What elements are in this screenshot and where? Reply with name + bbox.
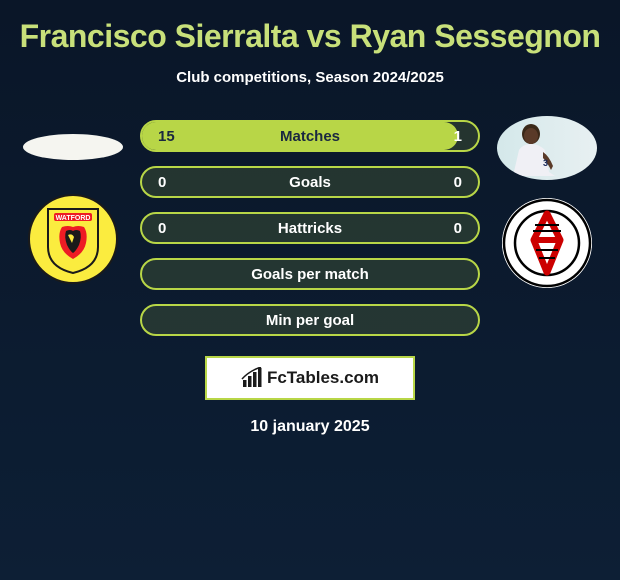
- comparison-container: Francisco Sierralta vs Ryan Sessegnon Cl…: [0, 0, 620, 446]
- bar-chart-icon: [241, 367, 263, 389]
- left-club-crest: WATFORD: [28, 194, 118, 284]
- right-player-photo: 3: [497, 116, 597, 180]
- stats-column: 15 Matches 1 0 Goals 0 0 Hattricks 0 Goa…: [140, 120, 480, 336]
- svg-text:WATFORD: WATFORD: [56, 215, 91, 222]
- page-title: Francisco Sierralta vs Ryan Sessegnon: [0, 18, 620, 55]
- stat-label-goals: Goals: [289, 174, 331, 191]
- stat-label-hattricks: Hattricks: [278, 220, 342, 237]
- date-label: 10 january 2025: [0, 418, 620, 436]
- stat-label-mpg: Min per goal: [266, 312, 354, 329]
- svg-text:3: 3: [543, 158, 548, 168]
- comparison-row: WATFORD 15 Matches 1: [0, 116, 620, 336]
- logo-text: FcTables.com: [267, 368, 379, 388]
- stat-bar-gpm: Goals per match: [140, 258, 480, 290]
- player-silhouette-icon: 3: [509, 122, 559, 177]
- source-logo[interactable]: FcTables.com: [205, 356, 415, 400]
- left-player-photo: [23, 134, 123, 160]
- right-club-crest: [502, 198, 592, 288]
- subtitle: Club competitions, Season 2024/2025: [0, 69, 620, 86]
- stat-bar-matches: 15 Matches 1: [140, 120, 480, 152]
- stat-right-goals: 0: [454, 174, 462, 191]
- stat-bar-goals: 0 Goals 0: [140, 166, 480, 198]
- stat-bar-hattricks: 0 Hattricks 0: [140, 212, 480, 244]
- left-player-column: WATFORD: [18, 116, 128, 284]
- stat-right-matches: 1: [454, 128, 462, 145]
- right-player-column: 3: [492, 116, 602, 288]
- stat-left-matches: 15: [158, 128, 175, 145]
- stat-label-gpm: Goals per match: [251, 266, 369, 283]
- stat-right-hattricks: 0: [454, 220, 462, 237]
- stat-label-matches: Matches: [280, 128, 340, 145]
- stat-left-hattricks: 0: [158, 220, 166, 237]
- watford-crest-icon: WATFORD: [42, 203, 104, 275]
- fulham-crest-icon: [502, 198, 592, 288]
- stat-left-goals: 0: [158, 174, 166, 191]
- stat-bar-mpg: Min per goal: [140, 304, 480, 336]
